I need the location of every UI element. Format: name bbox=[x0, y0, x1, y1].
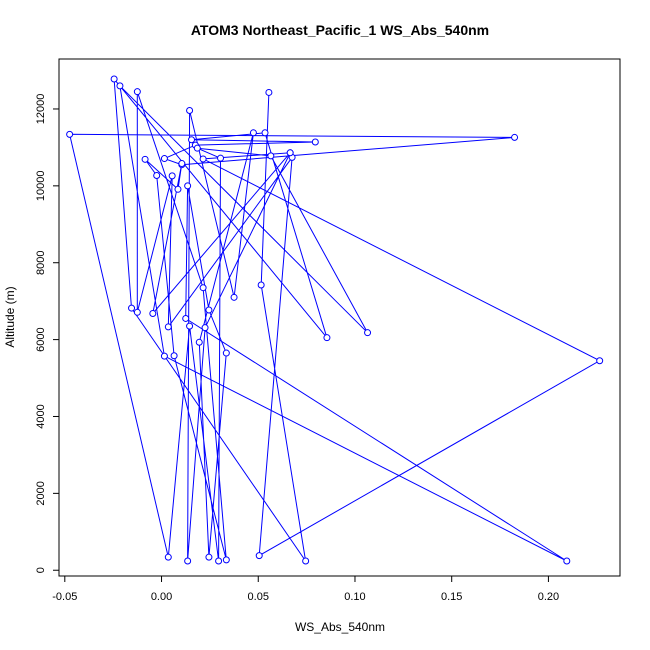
data-point bbox=[311, 138, 319, 146]
series-points-group bbox=[66, 75, 604, 565]
data-point bbox=[230, 293, 238, 301]
data-point bbox=[178, 160, 186, 168]
data-point bbox=[205, 553, 213, 561]
chart-title: ATOM3 Northeast_Pacific_1 WS_Abs_540nm bbox=[191, 22, 489, 38]
data-point bbox=[201, 324, 209, 332]
data-point bbox=[195, 338, 203, 346]
data-point bbox=[170, 352, 178, 360]
data-point bbox=[160, 155, 168, 163]
data-point bbox=[249, 129, 257, 137]
data-point bbox=[302, 557, 310, 565]
data-point bbox=[323, 334, 331, 342]
data-point bbox=[160, 352, 168, 360]
x-tick-label: 0.10 bbox=[344, 591, 365, 603]
data-point bbox=[182, 314, 190, 322]
data-point bbox=[133, 88, 141, 96]
data-point bbox=[188, 136, 196, 144]
x-tick-label: 0.00 bbox=[151, 591, 172, 603]
data-point bbox=[128, 304, 136, 312]
y-tick-label: 8000 bbox=[35, 250, 47, 274]
data-point bbox=[267, 152, 275, 160]
data-point bbox=[255, 552, 263, 560]
data-point bbox=[222, 556, 230, 564]
data-point bbox=[66, 130, 74, 138]
y-tick-label: 4000 bbox=[35, 404, 47, 428]
data-point bbox=[193, 144, 201, 152]
data-point bbox=[186, 107, 194, 115]
x-tick-label: 0.20 bbox=[538, 591, 559, 603]
data-point bbox=[511, 133, 519, 141]
data-point bbox=[563, 557, 571, 565]
data-point bbox=[222, 349, 230, 357]
data-point bbox=[174, 185, 182, 193]
data-point bbox=[149, 309, 157, 317]
data-point bbox=[184, 182, 192, 190]
x-tick-label: 0.05 bbox=[248, 591, 269, 603]
x-tick-label: 0.15 bbox=[441, 591, 462, 603]
y-axis-label: Altitude (m) bbox=[3, 286, 17, 347]
data-point bbox=[286, 149, 294, 157]
data-point bbox=[199, 284, 207, 292]
data-point bbox=[184, 557, 192, 565]
data-point bbox=[257, 281, 265, 289]
data-point bbox=[164, 553, 172, 561]
y-tick-label: 12000 bbox=[35, 94, 47, 125]
data-point bbox=[186, 322, 194, 330]
y-tick-label: 6000 bbox=[35, 327, 47, 351]
data-point bbox=[215, 557, 223, 565]
data-point bbox=[133, 308, 141, 316]
data-point bbox=[164, 323, 172, 331]
data-point bbox=[364, 329, 372, 337]
data-point bbox=[265, 88, 273, 96]
data-point bbox=[199, 155, 207, 163]
series-line bbox=[68, 77, 601, 562]
y-tick-label: 0 bbox=[35, 567, 47, 573]
y-axis: 0 2000 4000 6000 8000 10000 12000 bbox=[35, 94, 60, 573]
y-tick-label: 10000 bbox=[35, 171, 47, 202]
x-tick-label: -0.05 bbox=[52, 591, 77, 603]
data-point bbox=[205, 306, 213, 314]
y-tick-label: 2000 bbox=[35, 481, 47, 505]
data-point bbox=[110, 75, 118, 83]
data-point bbox=[596, 357, 604, 365]
data-point bbox=[116, 82, 124, 90]
x-axis: -0.05 0.00 0.05 0.10 0.15 0.20 bbox=[52, 575, 559, 603]
x-axis-label: WS_Abs_540nm bbox=[295, 620, 385, 634]
series-line-group bbox=[68, 77, 601, 562]
data-point bbox=[168, 172, 176, 180]
data-point bbox=[153, 171, 161, 179]
data-point bbox=[217, 154, 225, 162]
data-point bbox=[261, 129, 269, 137]
data-point bbox=[141, 155, 149, 163]
